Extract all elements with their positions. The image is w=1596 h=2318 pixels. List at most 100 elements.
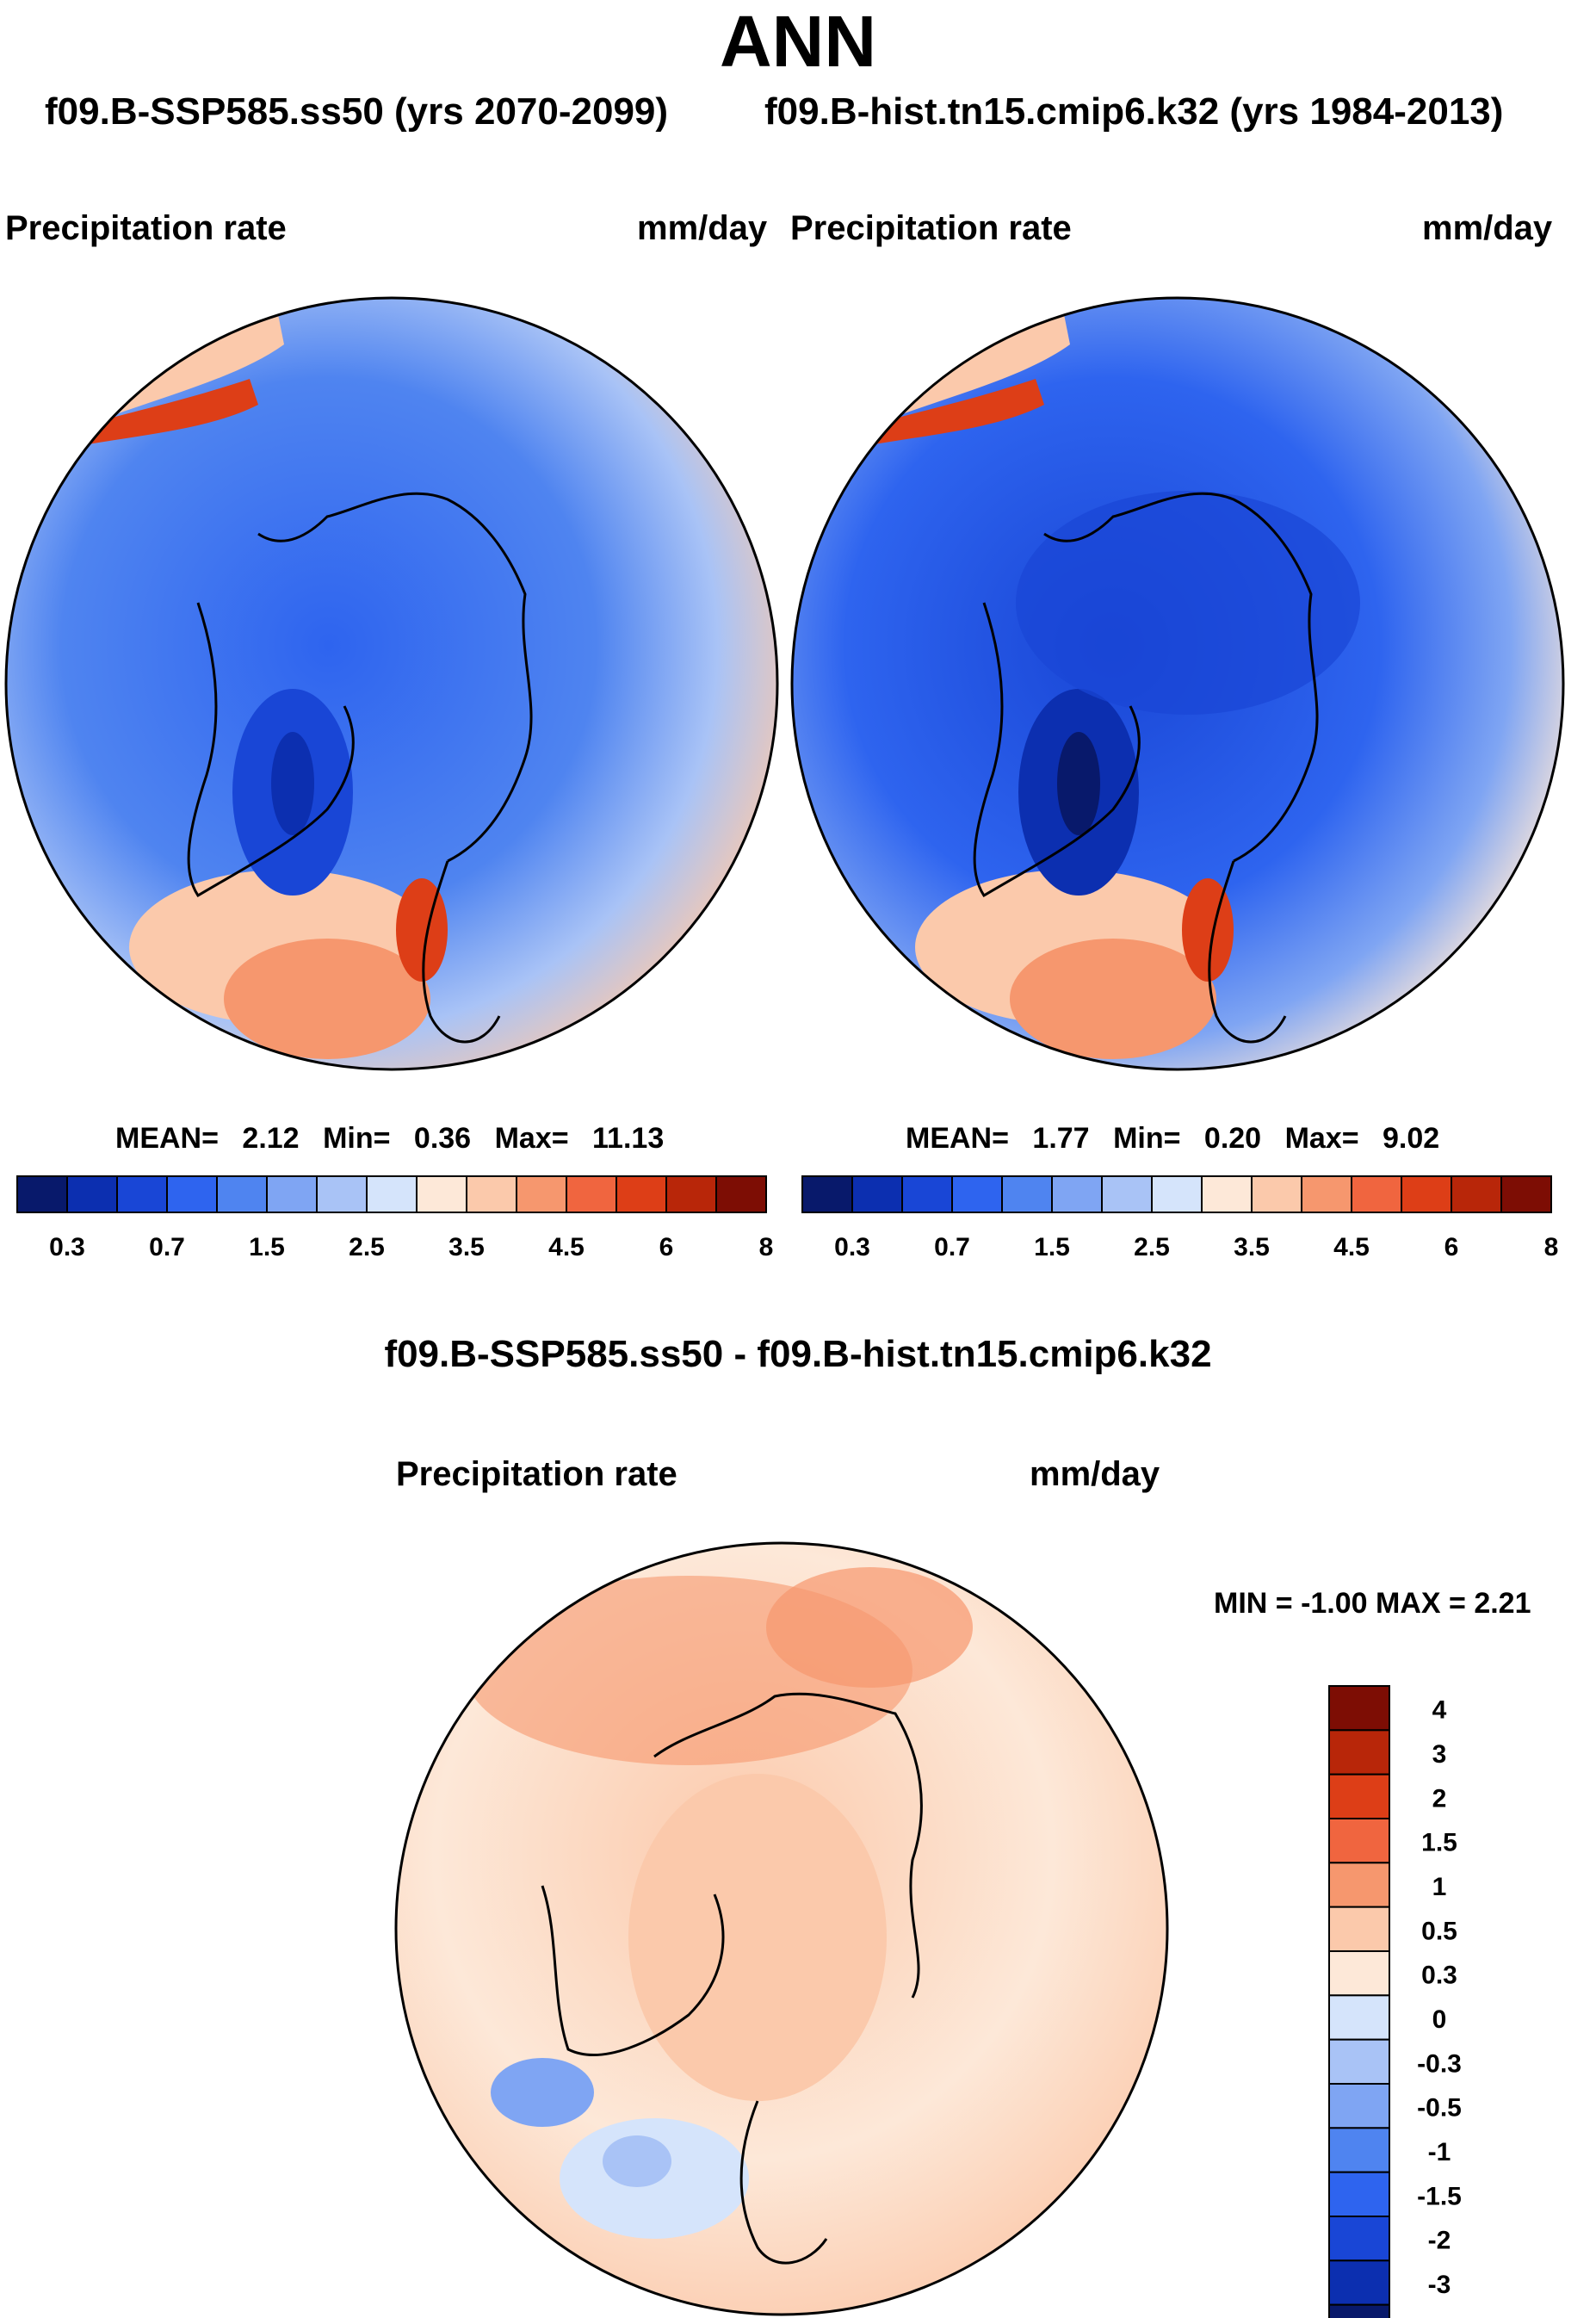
- panel2-colorbar-swatch-0: [801, 1175, 853, 1213]
- panel2-border: [790, 296, 1565, 1071]
- panel2-colorbar-tick-label: 1.5: [1034, 1233, 1070, 1261]
- panel3-colorbar-swatch-1: [1328, 1729, 1390, 1776]
- panel2-label-right: mm/day: [1422, 209, 1553, 247]
- panel3-colorbar-tick-label: 2: [1432, 1784, 1447, 1813]
- panel2-label-left: Precipitation rate: [790, 209, 1072, 247]
- panel3-colorbar-tick-label: 1.5: [1421, 1829, 1457, 1857]
- panel3-colorbar-swatch-6: [1328, 1950, 1390, 1997]
- subtitle-right: f09.B-hist.tn15.cmip6.k32 (yrs 1984-2013…: [764, 90, 1504, 133]
- panel3-colorbar: 4 3 2 1.5 1 0.5 0.3 0 -0.3 -0.5 -1 -1.5 -2 -3 -4: [1328, 1685, 1462, 2318]
- panel3-map: [396, 1543, 1167, 2315]
- panel1-colorbar-swatch-2: [116, 1175, 168, 1213]
- panel2-colorbar-tick-label: 6: [1444, 1233, 1459, 1261]
- panel3-colorbar-tick-label: 0.3: [1421, 1962, 1457, 1990]
- panel3-colorbar-swatch-8: [1328, 2038, 1390, 2086]
- panel1-coastlines: [187, 492, 533, 1044]
- panel1-max-label: Max=: [494, 1122, 569, 1155]
- panel2-colorbar-swatch-6: [1101, 1175, 1153, 1213]
- panel3-colorbar-swatch-14: [1328, 2303, 1390, 2318]
- panel3-colorbar-tick-label: -1: [1428, 2138, 1451, 2166]
- panel2-stats: MEAN= 1.77 Min= 0.20 Max= 9.02: [906, 1122, 1439, 1156]
- panel1-colorbar-tick-label: 4.5: [548, 1233, 585, 1261]
- panel2-colorbar-tick-label: 2.5: [1134, 1233, 1170, 1261]
- panel3-colorbar-swatch-0: [1328, 1685, 1390, 1732]
- panel1-colorbar-swatch-11: [566, 1175, 617, 1213]
- panel3-colorbar-tick-label: -0.3: [1417, 2049, 1462, 2078]
- panel2-mean: 1.77: [1032, 1122, 1090, 1155]
- figure-title: ANN: [720, 1, 876, 82]
- panel1-colorbar-tick-label: 3.5: [448, 1233, 485, 1261]
- panel3-colorbar-tick-label: 3: [1432, 1740, 1447, 1769]
- panel3-colorbar-swatch-10: [1328, 2127, 1390, 2173]
- panel1-colorbar-tick-label: 0.7: [149, 1233, 185, 1261]
- panel1-stats: MEAN= 2.12 Min= 0.36 Max= 11.13: [115, 1122, 664, 1156]
- panel1-colorbar-tick-label: 1.5: [249, 1233, 285, 1261]
- panel2-colorbar-tick-label: 4.5: [1333, 1233, 1370, 1261]
- panel1-min: 0.36: [413, 1122, 472, 1155]
- panel3-colorbar-swatch-2: [1328, 1773, 1390, 1820]
- panel3-colorbar-swatch-12: [1328, 2216, 1390, 2262]
- panel2-colorbar-swatch-11: [1351, 1175, 1402, 1213]
- panel1-colorbar-swatch-10: [516, 1175, 567, 1213]
- panel3-colorbar-swatch-13: [1328, 2259, 1390, 2306]
- panel3-colorbar-tick-label: 0.5: [1421, 1917, 1457, 1945]
- panel2-colorbar-swatch-8: [1201, 1175, 1253, 1213]
- panel2-colorbar-swatch-4: [1001, 1175, 1053, 1213]
- panel2-max: 9.02: [1383, 1122, 1440, 1155]
- panel2-colorbar-swatch-13: [1451, 1175, 1502, 1213]
- panel2-colorbar: 0.3 0.7 1.5 2.5 3.5 4.5 6 8: [801, 1175, 1559, 1261]
- panel3-stats: MIN = -1.00 MAX = 2.21: [1214, 1587, 1531, 1620]
- panel3-colorbar-swatch-5: [1328, 1906, 1390, 1953]
- panel3-colorbar-tick-label: -4: [1428, 2315, 1451, 2318]
- diff-title: f09.B-SSP585.ss50 - f09.B-hist.tn15.cmip…: [384, 1333, 1212, 1375]
- panel2-colorbar-swatch-9: [1251, 1175, 1302, 1213]
- panel1-colorbar-tick-label: 0.3: [49, 1233, 85, 1261]
- panel2-min: 0.20: [1203, 1122, 1262, 1155]
- panel3-coastlines: [541, 1692, 923, 2265]
- panel3-label-right: mm/day: [1030, 1455, 1160, 1493]
- panel1-min-label: Min=: [323, 1122, 391, 1155]
- panel1-colorbar-swatch-4: [216, 1175, 268, 1213]
- panel1-colorbar-tick-label: 8: [759, 1233, 774, 1261]
- panel2-colorbar-tick-label: 3.5: [1234, 1233, 1270, 1261]
- subtitle-left: f09.B-SSP585.ss50 (yrs 2070-2099): [45, 90, 669, 133]
- panel3-colorbar-tick-label: 0: [1432, 2005, 1447, 2034]
- panel1-colorbar-swatch-7: [366, 1175, 418, 1213]
- panel2-colorbar-swatch-10: [1301, 1175, 1352, 1213]
- panel1-colorbar-tick-label: 6: [659, 1233, 674, 1261]
- panel1-colorbar-swatch-6: [316, 1175, 368, 1213]
- panel2-colorbar-swatch-1: [851, 1175, 903, 1213]
- panel2-colorbar-swatch-7: [1151, 1175, 1203, 1213]
- panel1-max: 11.13: [592, 1122, 665, 1155]
- panel3-colorbar-tick-label: -2: [1428, 2227, 1451, 2255]
- panel3-colorbar-swatch-11: [1328, 2171, 1390, 2218]
- panel1-colorbar-swatch-5: [266, 1175, 318, 1213]
- panel3-colorbar-tick-label: -0.5: [1417, 2094, 1462, 2123]
- panel1-colorbar-swatch-8: [416, 1175, 467, 1213]
- panel3-colorbar-swatch-4: [1328, 1862, 1390, 1908]
- panel3-colorbar-tick-label: -3: [1428, 2271, 1451, 2299]
- panel3-colorbar-tick-label: 4: [1432, 1696, 1447, 1725]
- panel1-colorbar-swatch-1: [66, 1175, 118, 1213]
- panel1-colorbar-swatch-14: [715, 1175, 767, 1213]
- panel1-mean-label: MEAN=: [115, 1122, 219, 1155]
- panel2-colorbar-tick-label: 0.3: [834, 1233, 870, 1261]
- panel3-label-left: Precipitation rate: [396, 1455, 677, 1493]
- panel3-colorbar-swatch-9: [1328, 2083, 1390, 2129]
- panel2-coastlines: [973, 492, 1319, 1044]
- panel2-colorbar-tick-label: 8: [1544, 1233, 1559, 1261]
- panel3-border: [394, 1541, 1169, 2316]
- panel2-colorbar-tick-label: 0.7: [934, 1233, 970, 1261]
- panel3-colorbar-tick-label: 1: [1432, 1873, 1447, 1901]
- panel1-label-right: mm/day: [637, 209, 768, 247]
- panel3-colorbar-tick-label: -1.5: [1417, 2182, 1462, 2210]
- panel1-map: [6, 298, 777, 1069]
- panel2-colorbar-swatch-14: [1500, 1175, 1552, 1213]
- panel1-colorbar-swatch-12: [616, 1175, 667, 1213]
- panel1-colorbar-swatch-0: [16, 1175, 68, 1213]
- panel2-max-label: Max=: [1284, 1122, 1359, 1155]
- panel1-label-left: Precipitation rate: [5, 209, 287, 247]
- panel1-mean: 2.12: [242, 1122, 300, 1155]
- panel2-colorbar-swatch-5: [1051, 1175, 1103, 1213]
